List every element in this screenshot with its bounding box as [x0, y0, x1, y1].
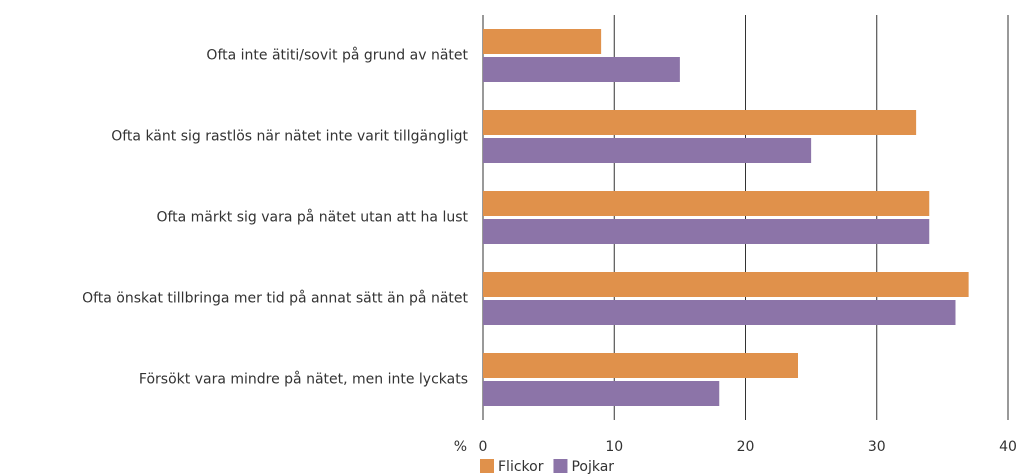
bar — [483, 110, 917, 135]
bar — [483, 219, 930, 244]
x-tick-label: 20 — [737, 439, 755, 455]
bar — [483, 381, 720, 406]
x-tick-label: 0 — [479, 439, 488, 455]
category-label: Ofta känt sig rastlös när nätet inte var… — [111, 129, 468, 145]
legend-swatch — [553, 459, 568, 473]
legend-swatch — [480, 459, 494, 473]
bar — [483, 57, 680, 82]
x-tick-label: 10 — [605, 439, 623, 455]
bar — [483, 138, 812, 163]
bar — [483, 29, 602, 54]
x-tick-label: 30 — [868, 439, 886, 455]
x-unit-label: % — [454, 439, 467, 455]
bar — [483, 272, 969, 297]
legend-label: Flickor — [498, 459, 544, 475]
category-label: Ofta önskat tillbringa mer tid på annat … — [82, 290, 468, 307]
category-label: Försökt vara mindre på nätet, men inte l… — [139, 371, 468, 388]
bar — [483, 191, 930, 216]
bar — [483, 300, 956, 325]
category-label: Ofta märkt sig vara på nätet utan att ha… — [156, 209, 468, 226]
category-label: Ofta inte ätiti/sovit på grund av nätet — [206, 47, 468, 64]
x-tick-label: 40 — [999, 439, 1017, 455]
legend-label: Pojkar — [571, 459, 614, 475]
bar — [483, 353, 798, 378]
